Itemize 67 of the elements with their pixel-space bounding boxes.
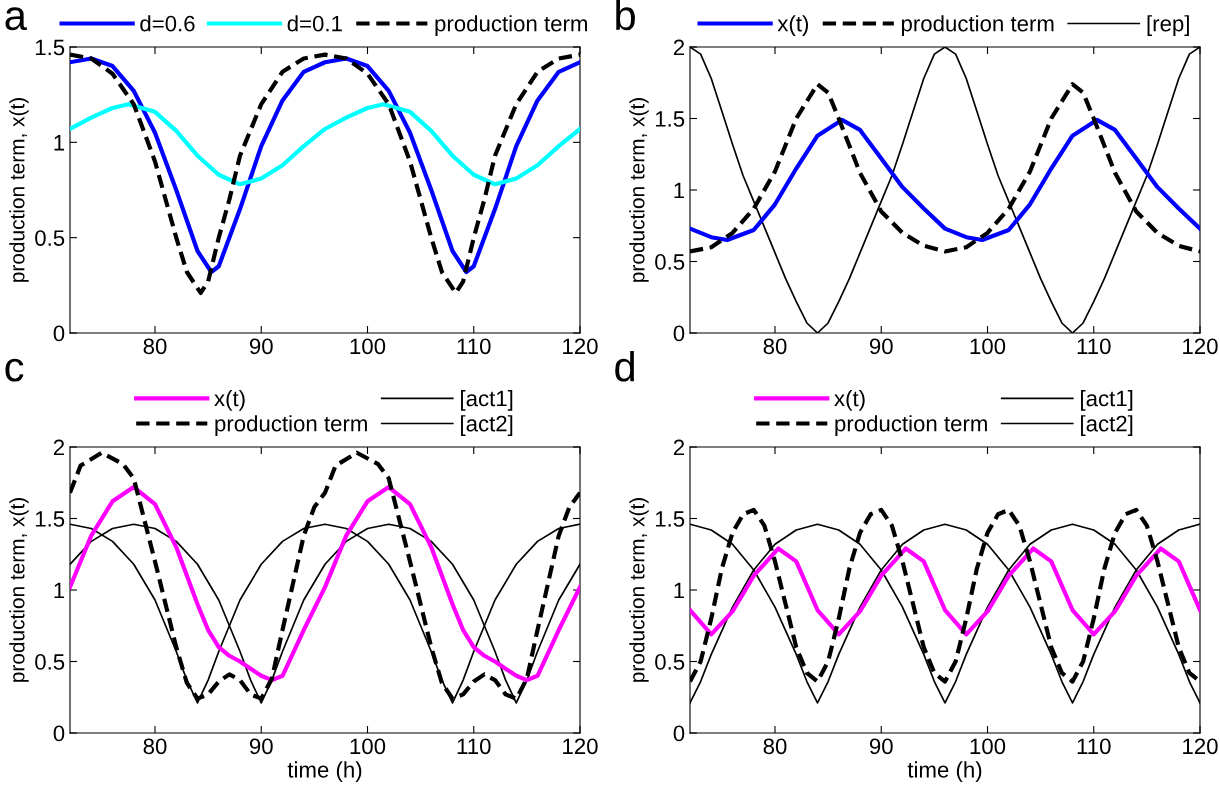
y-tick-label: 2 <box>53 439 65 456</box>
legend-label: [act1] <box>1081 390 1133 411</box>
x-tick-label: 120 <box>563 338 598 355</box>
y-tick-label: 0.5 <box>655 654 685 670</box>
x-tick-label: 80 <box>143 738 167 755</box>
y-axis-title: production term, x(t) <box>629 498 649 682</box>
x-tick-label: 110 <box>457 738 491 755</box>
y-tick-label: 0 <box>53 725 65 742</box>
legend-label: [act2] <box>1081 415 1133 436</box>
y-axis-title: production term, x(t) <box>629 98 649 282</box>
x-axis-title: time (h) <box>287 761 362 783</box>
y-tick-label: 1 <box>54 582 65 599</box>
y-tick-label: 1 <box>674 182 685 199</box>
y-tick-label: 1.5 <box>655 111 685 127</box>
y-axis-title: production term, x(t) <box>9 98 29 282</box>
x-tick-label: 90 <box>249 738 273 755</box>
legend-label: d=0.6 <box>140 15 195 32</box>
line-series <box>690 546 1200 637</box>
line-series <box>690 117 1200 243</box>
x-tick-label: 100 <box>970 738 1006 755</box>
legend-label: x(t) <box>214 390 245 411</box>
y-tick-label: 1 <box>54 135 65 151</box>
x-tick-label: 80 <box>143 338 167 355</box>
y-tick-label: 1.5 <box>35 511 65 527</box>
line-series <box>70 484 580 683</box>
legend-label: x(t) <box>834 390 865 411</box>
x-tick-label: 80 <box>763 338 787 355</box>
y-tick-label: 1 <box>674 582 685 599</box>
y-tick-label: 1.5 <box>35 39 65 56</box>
legend-label: x(t) <box>777 15 809 36</box>
y-tick-label: 0.5 <box>35 230 65 246</box>
legend-label: production term <box>435 15 587 36</box>
legend-label: production term <box>835 415 987 436</box>
legend-label: production term <box>901 15 1054 36</box>
line-series <box>70 102 580 187</box>
y-tick-label: 0 <box>53 325 65 342</box>
y-axis-title: production term, x(t) <box>9 498 29 682</box>
chart-title: b <box>616 0 635 31</box>
x-tick-label: 90 <box>249 338 273 355</box>
y-tick-label: 2 <box>673 39 685 56</box>
legend-label: d=0.1 <box>287 15 342 32</box>
chart-title: c <box>5 358 24 382</box>
chart-title: a <box>5 7 27 31</box>
legend-label: [act2] <box>461 415 513 436</box>
x-tick-label: 100 <box>350 338 386 355</box>
y-tick-label: 0 <box>673 725 685 742</box>
y-tick-label: 2 <box>673 439 685 456</box>
y-tick-label: 1.5 <box>655 511 685 527</box>
x-tick-label: 80 <box>763 738 787 755</box>
x-tick-label: 110 <box>1077 738 1111 755</box>
y-tick-label: 0 <box>673 325 685 342</box>
legend-label: [rep] <box>1147 15 1189 36</box>
x-tick-label: 90 <box>869 738 893 755</box>
x-tick-label: 100 <box>350 738 386 755</box>
x-tick-label: 110 <box>1077 338 1111 355</box>
legend-label: production term <box>215 415 367 436</box>
x-tick-label: 90 <box>869 338 893 355</box>
y-tick-label: 0.5 <box>655 254 685 270</box>
x-axis-title: time (h) <box>907 761 982 783</box>
x-tick-label: 120 <box>563 738 598 755</box>
chart-title: d <box>615 350 634 382</box>
x-tick-label: 100 <box>970 338 1006 355</box>
y-tick-label: 0.5 <box>35 654 65 670</box>
x-tick-label: 110 <box>457 338 491 355</box>
x-tick-label: 120 <box>1183 738 1218 755</box>
legend-label: [act1] <box>461 390 513 411</box>
x-tick-label: 120 <box>1183 338 1218 355</box>
